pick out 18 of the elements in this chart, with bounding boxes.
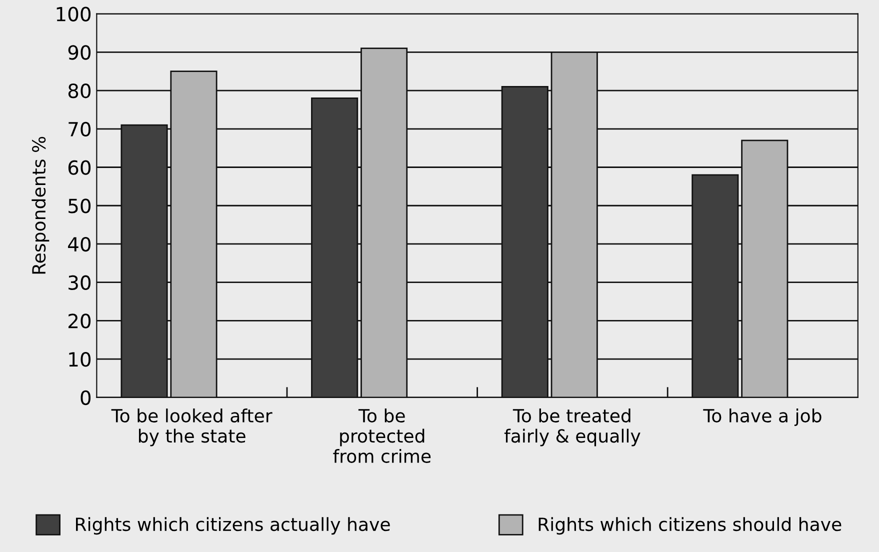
legend-label: Rights which citizens actually have <box>76 517 390 535</box>
y-tick-label: 90 <box>68 45 91 60</box>
y-tick-label: 10 <box>69 352 91 367</box>
x-tick-label: To have a job <box>703 408 822 426</box>
y-tick-label: 70 <box>68 122 91 137</box>
y-tick-label: 0 <box>80 390 91 406</box>
x-tick-label: To be looked after by the state <box>111 408 272 446</box>
y-tick-label: 100 <box>56 6 91 22</box>
y-tick-label: 40 <box>68 236 91 252</box>
y-tick-label: 30 <box>68 275 91 290</box>
y-tick-label: 20 <box>68 314 91 328</box>
y-axis-title: Respondents % <box>32 136 50 274</box>
y-tick-label: 80 <box>68 83 91 98</box>
legend-label: Rights which citizens should have <box>538 517 842 535</box>
y-tick-label: 50 <box>68 198 91 214</box>
y-tick-label: 60 <box>68 160 91 175</box>
x-tick-label: To be protected from crime <box>333 408 431 463</box>
x-tick-label: To be treated fairly & equally <box>504 408 640 446</box>
